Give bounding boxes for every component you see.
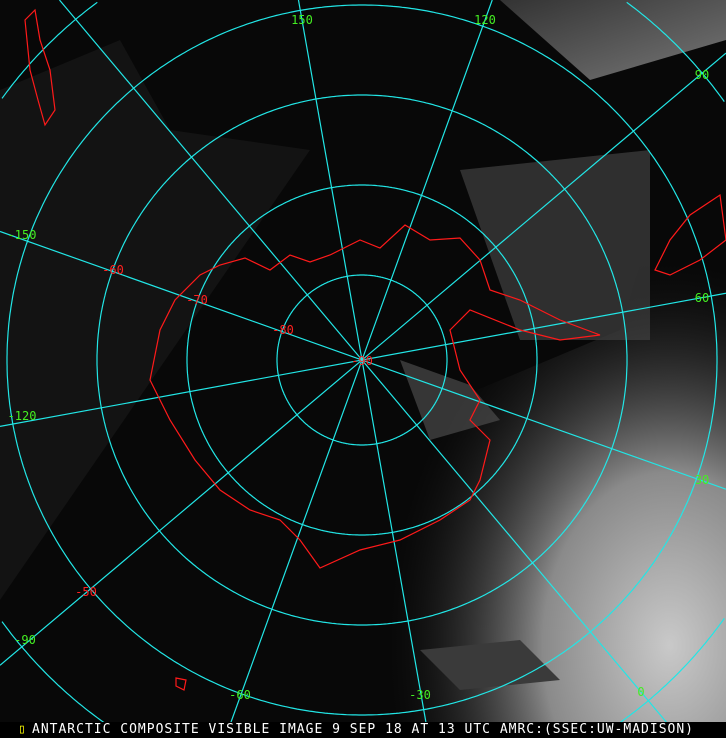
lon-label: 90	[695, 68, 709, 82]
lon-label: -60	[229, 688, 251, 702]
new-zealand-coastline	[24, 8, 56, 127]
lon-label: -30	[409, 688, 431, 702]
latitude-circle	[186, 184, 538, 536]
latitude-circle	[6, 4, 718, 716]
coastline	[24, 8, 726, 691]
latitude-circle	[96, 94, 628, 626]
lat-label: -90	[351, 354, 373, 368]
meridian-line	[0, 52, 726, 666]
lon-label: -150	[8, 228, 37, 242]
caption-marker: ▯	[18, 722, 26, 737]
latitude-circle	[626, 1, 725, 102]
lat-label: -50	[75, 585, 97, 599]
antarctica-coastline	[149, 224, 601, 569]
lon-label: -120	[8, 409, 37, 423]
lat-label: -60	[102, 263, 124, 277]
lat-label: -70	[186, 293, 208, 307]
lon-label: 120	[474, 13, 496, 27]
meridian-line	[224, 0, 493, 738]
latitude-circle	[597, 618, 725, 738]
lon-label: 30	[695, 473, 709, 487]
noise-swath	[0, 40, 310, 600]
latitude-circle	[1, 1, 98, 99]
caption-text: ANTARCTIC COMPOSITE VISIBLE IMAGE 9 SEP …	[32, 722, 694, 737]
lon-label: 150	[291, 13, 313, 27]
cloud-edge	[400, 360, 500, 440]
meridian-line	[59, 0, 681, 738]
lat-label: -80	[272, 323, 294, 337]
lon-label: 0	[637, 685, 644, 699]
image-caption: ▯ ANTARCTIC COMPOSITE VISIBLE IMAGE 9 SE…	[0, 722, 726, 738]
latitude-circle	[276, 274, 448, 446]
meridian-line	[297, 0, 430, 738]
cloud-field	[350, 210, 726, 722]
cloud-gap	[420, 640, 560, 690]
latitude-circle	[1, 621, 127, 738]
lon-label: 60	[695, 291, 709, 305]
cloud-swath-east	[460, 150, 650, 340]
lon-label: -90	[14, 633, 36, 647]
south-america-coastline	[654, 193, 726, 276]
cloud-swath-north	[500, 0, 726, 80]
island-coastline	[175, 677, 187, 691]
